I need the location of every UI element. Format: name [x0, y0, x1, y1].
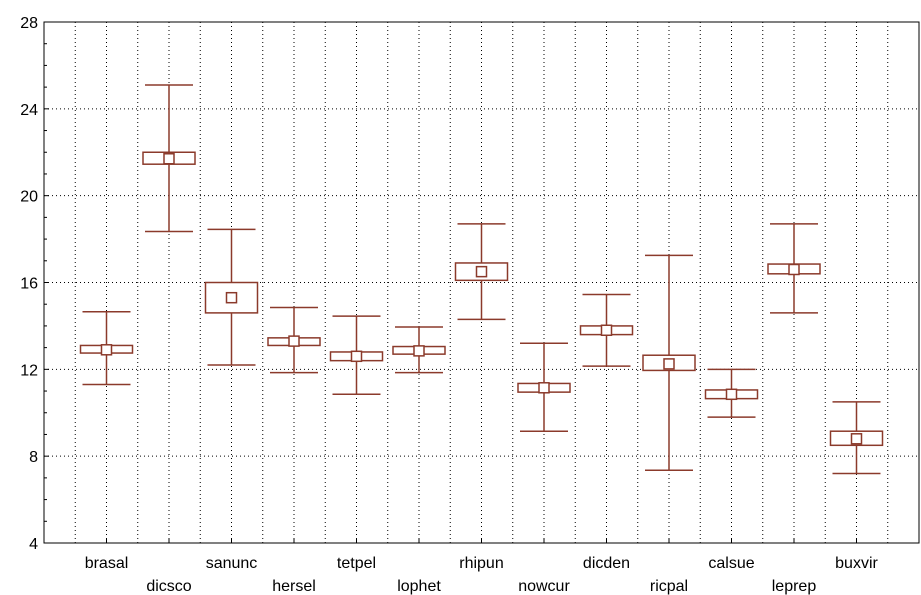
mean-marker [413, 345, 425, 357]
box-nowcur [517, 342, 571, 432]
y-tick-label: 16 [20, 276, 38, 293]
x-tick-label: tetpel [337, 555, 376, 572]
x-tick-label: dicden [583, 555, 630, 572]
box-dicsco [142, 84, 196, 233]
mean-marker [850, 433, 863, 445]
x-tick-label: rhipun [459, 555, 503, 572]
box-tetpel [329, 315, 384, 396]
mean-marker [100, 344, 113, 356]
box-buxvir [829, 401, 884, 475]
x-tick-label: hersel [272, 578, 316, 595]
x-tick-label: leprep [772, 578, 817, 595]
mean-marker [475, 265, 488, 278]
y-tick-label: 20 [20, 189, 38, 206]
y-tick-label: 8 [29, 449, 38, 466]
x-tick-label: buxvir [835, 555, 878, 572]
box-hersel [267, 306, 321, 374]
x-tick-labels: brasal dicsco sanunc hersel tetpel lophet rhip… [85, 555, 879, 595]
box-leprep [767, 223, 821, 314]
mean-marker [350, 350, 363, 363]
mean-marker [600, 324, 613, 337]
y-tick-label: 4 [29, 536, 38, 553]
mean-marker [225, 291, 238, 304]
y-tick-label: 24 [20, 102, 38, 119]
axes [43, 21, 920, 544]
x-tick-label: dicsco [146, 578, 191, 595]
box-ricpal [642, 254, 696, 472]
box-rhipun [454, 223, 509, 321]
mean-marker [788, 263, 800, 276]
mean-marker [538, 382, 550, 394]
x-tick-label: brasal [85, 555, 129, 572]
box-lophet [392, 326, 446, 374]
x-tick-label: lophet [397, 578, 441, 595]
y-tick-label: 12 [20, 362, 38, 379]
mean-marker [288, 335, 300, 347]
y-tick-labels: 4 8 12 16 20 24 28 [20, 15, 38, 553]
box-sanunc [204, 228, 259, 366]
box-calsue [704, 368, 759, 418]
x-tick-label: sanunc [206, 555, 258, 572]
x-tick-label: nowcur [518, 578, 570, 595]
box-dicden [579, 293, 634, 367]
x-tick-label: calsue [708, 555, 754, 572]
box-brasal [79, 311, 134, 386]
mean-marker [725, 388, 738, 401]
x-tick-label: ricpal [650, 578, 688, 595]
box-series [79, 84, 884, 475]
mean-marker [163, 153, 175, 165]
mean-marker [663, 358, 675, 370]
y-tick-label: 28 [20, 15, 38, 32]
